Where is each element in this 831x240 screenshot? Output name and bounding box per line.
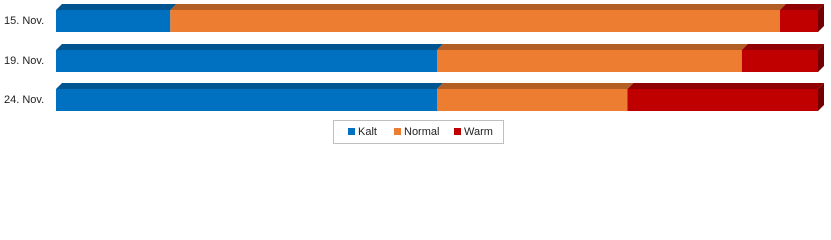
bar <box>437 50 742 72</box>
legend-label: Kalt <box>358 126 377 138</box>
bar-side <box>818 83 824 111</box>
legend-label: Warm <box>464 126 493 138</box>
y-tick-label: 24. Nov. <box>4 94 44 106</box>
bar <box>627 89 818 111</box>
y-tick-label: 19. Nov. <box>4 55 44 67</box>
legend-swatch <box>394 128 401 135</box>
bar-top <box>779 4 824 10</box>
bar-side <box>818 4 824 32</box>
bar <box>779 10 818 32</box>
bar <box>741 50 818 72</box>
bar-top <box>56 44 443 50</box>
bar-top <box>437 44 748 50</box>
legend-label: Normal <box>404 126 439 138</box>
bar <box>56 89 437 111</box>
bar <box>56 50 437 72</box>
legend-box <box>333 120 504 144</box>
y-tick-label: 15. Nov. <box>4 15 44 27</box>
bar-top <box>56 83 443 89</box>
legend-swatch <box>348 128 355 135</box>
page: {"chart_data": {"type": "stacked-bar-hor… <box>4 4 824 144</box>
bar-top <box>56 4 177 10</box>
legend-swatch <box>454 128 461 135</box>
bar <box>170 10 780 32</box>
bar <box>437 89 628 111</box>
bar-top <box>741 44 824 50</box>
chart: 15. Nov. 19. Nov. 24. Nov. Kalt Normal Warm <box>4 4 824 144</box>
bar-top <box>170 4 786 10</box>
bar-side <box>818 44 824 72</box>
bar-top <box>627 83 824 89</box>
bar <box>56 10 171 32</box>
bar-top <box>437 83 634 89</box>
